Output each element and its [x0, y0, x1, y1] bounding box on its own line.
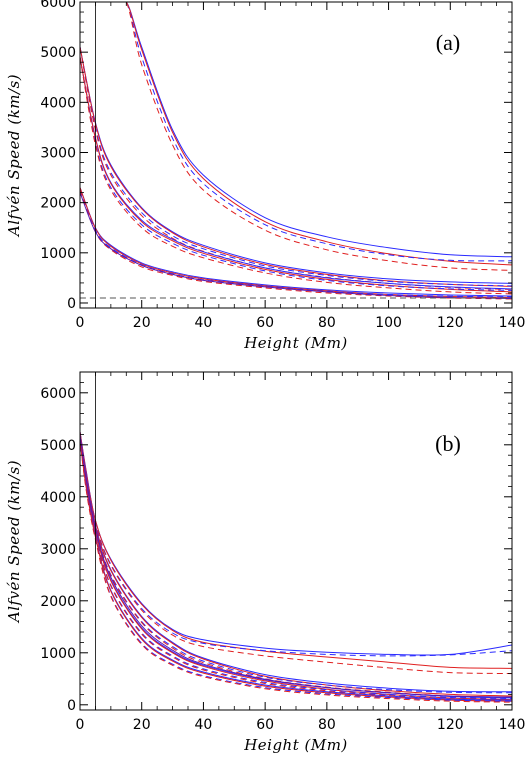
series-line-3 [80, 431, 512, 657]
series-line-17 [80, 192, 512, 299]
x-tick-label: 80 [318, 717, 336, 733]
series-line-8 [80, 47, 512, 290]
y-axis-title: Alfvén Speed (km/s) [5, 460, 23, 624]
x-axis-title: Height (Mm) [243, 334, 348, 352]
chart-panel-2: 0 20 40 60 80 100 120 140 0 1000 2000 3000 4000 5000 6… [5, 371, 526, 754]
panel-label: (a) [436, 30, 460, 55]
x-tick-label: 0 [76, 717, 85, 733]
series-line-5 [80, 46, 512, 284]
x-tick-label: 100 [375, 315, 402, 331]
series-line-15 [80, 189, 512, 298]
y-tick-label: 0 [67, 296, 76, 312]
x-tick-label: 140 [499, 315, 526, 331]
series-line-17 [80, 435, 512, 698]
x-tick-label: 40 [195, 717, 213, 733]
series-line-14 [80, 187, 512, 298]
series-group [80, 2, 512, 300]
series-line-10 [80, 436, 512, 701]
x-tick-label: 100 [375, 717, 402, 733]
series-line-4 [80, 2, 512, 271]
series-line-13 [80, 439, 512, 701]
series-line-5 [80, 434, 512, 693]
series-line-16 [80, 189, 512, 300]
x-tick-label: 140 [499, 717, 526, 733]
series-line-7 [80, 47, 512, 287]
y-tick-label: 2000 [40, 594, 76, 610]
y-tick-label: 4000 [40, 490, 76, 506]
x-tick-label: 40 [195, 315, 213, 331]
y-tick-label: 1000 [40, 246, 76, 262]
series-line-15 [80, 439, 512, 702]
series-line-13 [80, 187, 512, 297]
series-line-2 [80, 431, 512, 669]
series-line-12 [80, 436, 512, 701]
y-tick-label: 3000 [40, 542, 76, 558]
series-line-9 [80, 436, 512, 699]
series-line-3 [80, 2, 512, 262]
series-group [80, 431, 512, 703]
series-line-8 [80, 434, 512, 698]
y-tick-label: 5000 [40, 438, 76, 454]
panel-label: (b) [435, 431, 461, 456]
y-tick-label: 5000 [40, 45, 76, 61]
series-line-6 [80, 434, 512, 697]
series-line-11 [80, 57, 512, 291]
series-line-11 [80, 436, 512, 700]
series-line-6 [80, 47, 512, 287]
chart-panel-1: 0 20 40 60 80 100 120 140 0 1000 2000 3000 4000 5000 6… [5, 0, 525, 352]
y-tick-label: 4000 [40, 95, 76, 111]
series-line-10 [80, 57, 512, 293]
series-line-12 [80, 57, 512, 295]
series-line-2 [80, 2, 512, 266]
y-tick-label: 2000 [40, 196, 76, 212]
x-tick-label: 80 [318, 315, 336, 331]
x-tick-label: 20 [133, 717, 151, 733]
x-axis-title: Height (Mm) [243, 736, 348, 754]
series-line-16 [80, 439, 512, 703]
x-tick-label: 120 [437, 315, 464, 331]
y-axis-title: Alfvén Speed (km/s) [5, 74, 23, 238]
x-tick-label: 120 [437, 717, 464, 733]
y-tick-label: 1000 [40, 646, 76, 662]
y-tick-label: 3000 [40, 145, 76, 161]
y-tick-label: 0 [67, 698, 76, 714]
x-tick-label: 0 [76, 315, 85, 331]
y-tick-label: 6000 [40, 0, 76, 11]
series-line-1 [80, 2, 512, 258]
plot-frame [79, 371, 513, 711]
series-line-14 [80, 439, 512, 702]
y-tick-label: 6000 [40, 386, 76, 402]
x-tick-label: 20 [133, 315, 151, 331]
x-tick-label: 60 [256, 315, 274, 331]
x-tick-label: 60 [256, 717, 274, 733]
